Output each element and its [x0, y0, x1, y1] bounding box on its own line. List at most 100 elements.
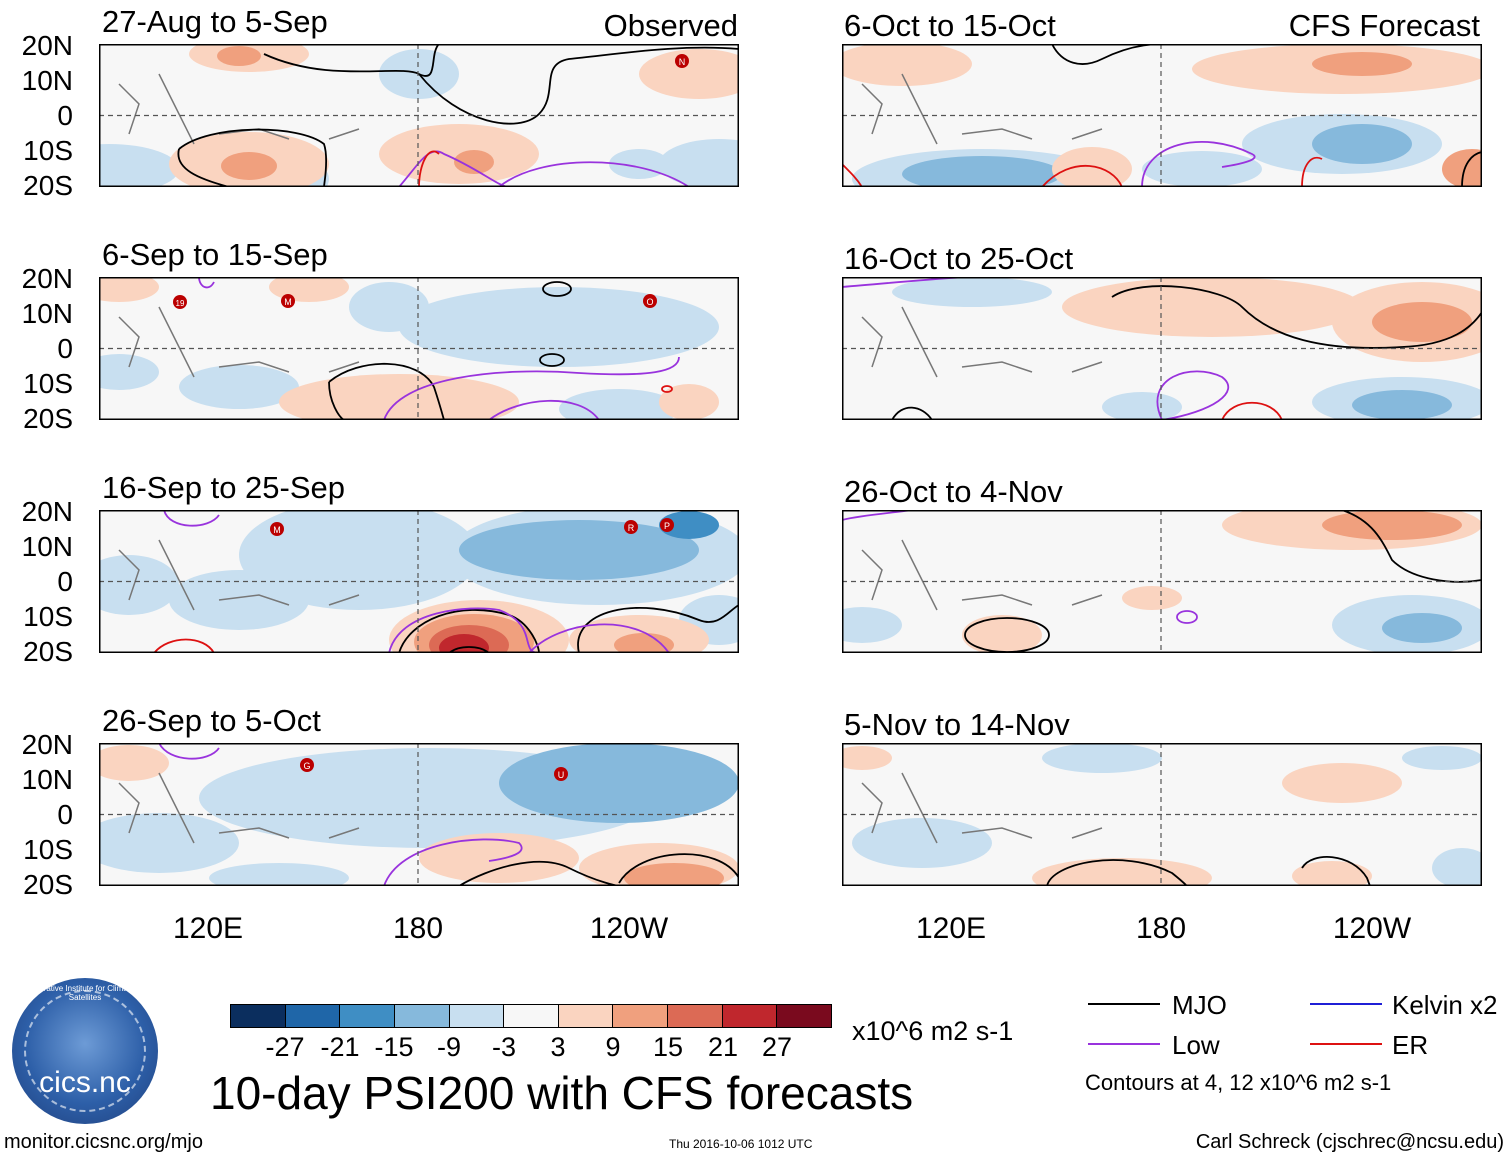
lat-label: 10N: [21, 298, 73, 329]
lat-label: 0: [57, 566, 73, 597]
footer-url[interactable]: monitor.cicsnc.org/mjo: [4, 1131, 203, 1153]
lat-label: 10S: [23, 135, 73, 166]
panel-title: 27-Aug to 5-Sep: [102, 4, 328, 39]
lat-label: 10S: [23, 834, 73, 865]
colorbar-swatch: [340, 1005, 395, 1027]
storm-label: N: [679, 57, 686, 67]
colorbar-swatch: [613, 1005, 669, 1027]
lat-label: 10N: [21, 764, 73, 795]
panel-title: 26-Sep to 5-Oct: [102, 703, 321, 738]
legend-line-er: [1310, 1043, 1382, 1045]
map-panel-4: G U: [99, 743, 739, 886]
panel-title: 6-Sep to 15-Sep: [102, 237, 328, 272]
lat-label: 20S: [23, 636, 73, 667]
colorbar-units: x10^6 m2 s-1: [852, 1016, 1014, 1046]
colorbar-swatch: [449, 1005, 505, 1027]
storm-label: O: [646, 297, 653, 307]
contours-note: Contours at 4, 12 x10^6 m2 s-1: [1085, 1070, 1392, 1095]
colorbar: [230, 1004, 832, 1028]
storm-icon: O: [643, 294, 657, 308]
colorbar-swatch: [558, 1005, 614, 1027]
lon-label: 120W: [1332, 912, 1412, 945]
lon-label: 120E: [915, 912, 987, 945]
colorbar-tick: -27: [265, 1032, 305, 1062]
map-panel-2: 19 M O: [99, 277, 739, 420]
storm-label: P: [664, 521, 670, 531]
logo-ring: [24, 990, 146, 1112]
legend-line-kelvin: [1310, 1003, 1382, 1005]
storm-icon: M: [270, 522, 284, 536]
legend-label-kelvin: Kelvin x2: [1392, 990, 1498, 1020]
map-panel-6: [842, 277, 1482, 420]
panel-title: 16-Sep to 25-Sep: [102, 470, 346, 505]
storm-label: U: [558, 770, 565, 780]
colorbar-tick: 21: [707, 1032, 739, 1062]
lon-label: 180: [392, 912, 444, 945]
footer-timestamp: Thu 2016-10-06 1012 UTC: [669, 1137, 813, 1151]
colorbar-tick: -15: [374, 1032, 414, 1062]
figure-title: 10-day PSI200 with CFS forecasts: [210, 1067, 914, 1119]
legend-label-low: Low: [1172, 1030, 1220, 1060]
storm-icon: U: [554, 767, 568, 781]
panel-title: 16-Oct to 25-Oct: [844, 241, 1074, 276]
lat-label: 20S: [23, 403, 73, 434]
lat-label: 10N: [21, 65, 73, 96]
storm-icon: G: [300, 758, 314, 772]
storm-icon: N: [675, 54, 689, 68]
storm-label: M: [273, 525, 281, 535]
logo-name: cics.nc: [39, 1066, 131, 1099]
storm-label: 19: [176, 299, 185, 308]
legend-line-mjo: [1088, 1003, 1160, 1005]
lat-label: 10N: [21, 531, 73, 562]
footer-credit: Carl Schreck (cjschrec@ncsu.edu): [1195, 1131, 1504, 1153]
colorbar-swatch: [504, 1005, 559, 1027]
lat-label: 0: [57, 100, 73, 131]
lat-label: 10S: [23, 368, 73, 399]
lat-label: 20S: [23, 170, 73, 201]
lon-label: 120E: [172, 912, 244, 945]
lat-label: 20S: [23, 869, 73, 900]
storm-icon: R: [624, 520, 638, 534]
colorbar-tick: 9: [605, 1032, 621, 1062]
lat-label: 20N: [21, 729, 73, 760]
legend-line-low: [1088, 1043, 1160, 1045]
map-panel-5: [842, 44, 1482, 187]
panel-title: 26-Oct to 4-Nov: [844, 474, 1063, 509]
storm-label: R: [628, 523, 635, 533]
map-panel-8: [842, 743, 1482, 886]
panel-tag-observed: Observed: [603, 8, 738, 43]
cics-logo: Cooperative Institute for Climate and Sa…: [12, 978, 158, 1124]
map-panel-7: [842, 510, 1482, 653]
colorbar-swatch: [285, 1005, 341, 1027]
storm-icon: 19: [173, 295, 187, 309]
legend-label-mjo: MJO: [1172, 990, 1227, 1020]
colorbar-swatch: [722, 1005, 778, 1027]
colorbar-swatch: [231, 1005, 286, 1027]
colorbar-tick: 3: [550, 1032, 566, 1062]
colorbar-swatch: [668, 1005, 723, 1027]
map-panel-3: M R P: [99, 510, 739, 653]
map-panel-1: N: [99, 44, 739, 187]
lat-label: 0: [57, 333, 73, 364]
storm-label: M: [284, 297, 292, 307]
logo-arc-text: Cooperative Institute for Climate and Sa…: [20, 984, 150, 1002]
colorbar-tick: -21: [320, 1032, 360, 1062]
lat-label: 10S: [23, 601, 73, 632]
colorbar-tick: 27: [761, 1032, 793, 1062]
colorbar-swatch: [777, 1005, 832, 1027]
storm-icon: M: [281, 294, 295, 308]
panel-title: 6-Oct to 15-Oct: [844, 8, 1056, 43]
panel-title: 5-Nov to 14-Nov: [844, 707, 1070, 742]
lat-label: 20N: [21, 30, 73, 61]
storm-icon: P: [660, 518, 674, 532]
lat-label: 20N: [21, 263, 73, 294]
lon-label: 120W: [589, 912, 669, 945]
lon-label: 180: [1135, 912, 1187, 945]
panel-tag-forecast: CFS Forecast: [1288, 8, 1480, 43]
lat-label: 0: [57, 799, 73, 830]
lat-label: 20N: [21, 496, 73, 527]
storm-label: G: [303, 761, 310, 771]
colorbar-tick: 15: [652, 1032, 684, 1062]
colorbar-tick: -9: [436, 1032, 462, 1062]
colorbar-swatch: [394, 1005, 450, 1027]
